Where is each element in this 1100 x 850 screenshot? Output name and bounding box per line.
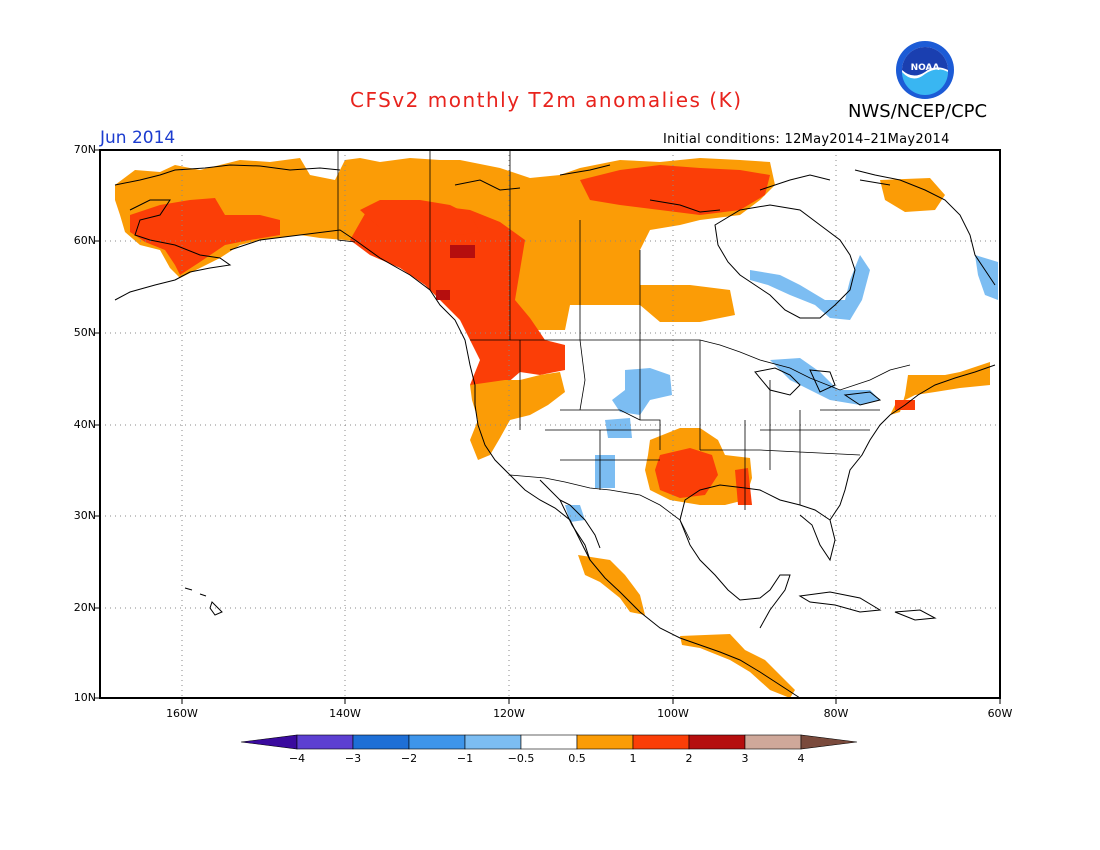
colorbar-label: −0.5 xyxy=(507,752,535,765)
colorbar-label: −3 xyxy=(344,752,362,765)
colorbar-label: 1 xyxy=(629,752,637,765)
lon-label-80w: 80W xyxy=(823,707,849,720)
colorbar-swatch xyxy=(464,734,522,750)
anomaly-fields xyxy=(115,158,998,698)
coastline-cuba xyxy=(798,591,882,613)
anomaly-region-gulf-red xyxy=(735,468,752,505)
colorbar-label: −4 xyxy=(288,752,306,765)
graticule xyxy=(100,150,1000,698)
colorbar-swatch xyxy=(408,734,466,750)
colorbar-right-arrow xyxy=(800,734,858,750)
map-ticks xyxy=(94,149,1001,704)
colorbar-swatch xyxy=(576,734,634,750)
lon-label-120w: 120W xyxy=(493,707,525,720)
colorbar-swatch xyxy=(632,734,690,750)
coastline-hudson xyxy=(714,204,856,319)
agency-label: NWS/NCEP/CPC xyxy=(848,101,988,122)
border-alaska-canada xyxy=(337,150,356,243)
anomaly-region-labrador-cool xyxy=(975,255,998,300)
anomaly-region-northern-plains-cool xyxy=(612,368,672,415)
border-us-mexico xyxy=(509,474,691,541)
logo-wordmark: NOAA xyxy=(911,63,940,73)
anomaly-region-arctic-red xyxy=(580,165,770,215)
anomaly-region-bc-hot xyxy=(450,245,475,258)
coastline-arctic xyxy=(454,164,891,213)
lon-label-140w: 140W xyxy=(329,707,361,720)
colorbar-left-arrow xyxy=(240,734,298,750)
anomaly-region-great-lakes-cool xyxy=(770,358,880,405)
colorbar-label: 3 xyxy=(741,752,749,765)
anomaly-region-quebec-warm xyxy=(660,285,700,318)
initial-conditions: Initial conditions: 12May2014–21May2014 xyxy=(663,132,950,147)
forecast-month: Jun 2014 xyxy=(100,128,176,148)
map-title: CFSv2 monthly T2m anomalies (K) xyxy=(350,88,743,112)
noaa-logo-icon: NOAA xyxy=(896,41,954,99)
map-frame xyxy=(99,149,1001,699)
coastline-baja xyxy=(539,479,601,561)
colorbar-swatch xyxy=(688,734,746,750)
lat-label-70n: 70N xyxy=(73,143,96,156)
lat-label-40n: 40N xyxy=(73,418,96,431)
colorbar-label: 0.5 xyxy=(568,752,586,765)
anomaly-region-central-america-warm xyxy=(680,634,795,698)
border-us-canada xyxy=(470,339,911,391)
colorbar-swatch xyxy=(296,734,354,750)
lon-label-100w: 100W xyxy=(657,707,689,720)
lat-label-50n: 50N xyxy=(73,326,96,339)
colorbar-swatch xyxy=(352,734,410,750)
colorbar xyxy=(240,734,858,750)
coastline-east xyxy=(829,364,996,521)
anomaly-region-bc-hot-2 xyxy=(436,290,450,300)
anomaly-region-plains-hot xyxy=(655,448,718,498)
lon-label-60w: 60W xyxy=(987,707,1013,720)
anomaly-region-california-warm xyxy=(470,372,565,460)
lat-label-60n: 60N xyxy=(73,234,96,247)
colorbar-label: −2 xyxy=(400,752,418,765)
colorbar-swatch xyxy=(744,734,802,750)
political-borders xyxy=(337,150,911,541)
border-states xyxy=(519,339,880,510)
lat-label-20n: 20N xyxy=(73,601,96,614)
colorbar-label: 4 xyxy=(797,752,805,765)
anomaly-region-mexico-coast-warm xyxy=(578,555,645,615)
coastline-hawaii xyxy=(184,587,223,616)
colorbar-label: −1 xyxy=(456,752,474,765)
anomaly-region-hudson-cool xyxy=(750,255,870,320)
coastline-labrador xyxy=(854,169,996,286)
anomaly-region-alaska-red xyxy=(130,198,280,275)
colorbar-label: 2 xyxy=(685,752,693,765)
coastline-alaska xyxy=(114,164,341,301)
border-canada-provinces xyxy=(429,150,641,340)
anomaly-region-labrador-warm xyxy=(880,178,945,212)
anomaly-region-baja-cool xyxy=(565,505,585,522)
coastline-hispaniola xyxy=(894,609,937,621)
coastline-gulf xyxy=(679,484,836,629)
anomaly-region-arctic-red-2 xyxy=(360,200,480,235)
lon-label-160w: 160W xyxy=(166,707,198,720)
colorbar-swatch xyxy=(520,734,578,750)
anomaly-region-rockies-cool xyxy=(605,418,632,438)
anomaly-region-pacific-nw-warm xyxy=(350,200,565,395)
lat-label-30n: 30N xyxy=(73,509,96,522)
lat-label-10n: 10N xyxy=(73,691,96,704)
